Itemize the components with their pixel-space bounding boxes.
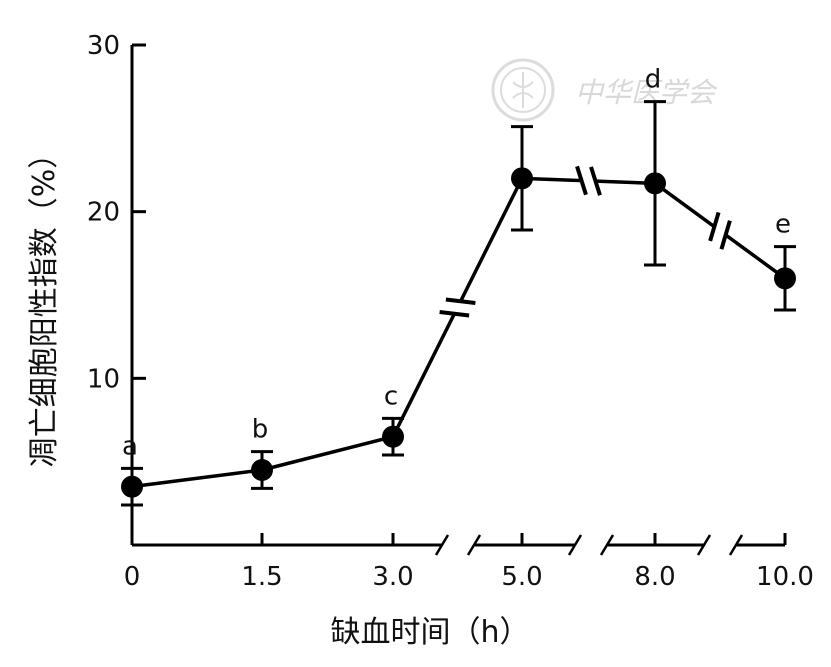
- data-point: [511, 167, 533, 190]
- x-axis-break-mark: [434, 534, 450, 556]
- x-axis-break-mark: [567, 534, 583, 556]
- point-label-c: c: [384, 381, 398, 411]
- series-line: [131, 176, 787, 489]
- y-axis-title: 凋亡细胞阳性指数（%）: [27, 139, 62, 468]
- series-break-mark: [445, 297, 476, 306]
- series-break-mark: [589, 166, 602, 196]
- axes: 10 20 30 0 1.5 3.0 5.0 8.0 10.0: [87, 31, 814, 592]
- data-point: [774, 267, 796, 290]
- plot-area: a b c d e: [121, 65, 796, 507]
- x-tick-label: 5.0: [501, 562, 542, 592]
- x-tick-label: 0: [124, 562, 141, 592]
- series-break-mark: [719, 220, 732, 250]
- medical-association-seal-icon: [491, 58, 555, 122]
- x-axis-break-mark: [696, 534, 712, 556]
- x-axis-break-mark: [599, 534, 615, 556]
- watermark: 中华医学会: [491, 58, 718, 122]
- data-point: [644, 172, 666, 195]
- x-axis-title: 缺血时间（h）: [330, 615, 529, 650]
- x-axis-break-mark: [728, 534, 744, 556]
- x-tick-label: 3.0: [372, 562, 413, 592]
- x-tick-label: 10.0: [756, 562, 814, 592]
- x-axis-break-mark: [466, 534, 482, 556]
- x-tick-label: 8.0: [634, 562, 675, 592]
- series-break-mark: [575, 165, 588, 196]
- x-tick-label: 1.5: [241, 562, 282, 592]
- y-tick-label: 10: [87, 364, 120, 394]
- watermark-text: 中华医学会: [575, 76, 718, 109]
- point-label-a: a: [122, 431, 138, 461]
- data-point: [251, 459, 273, 481]
- series-break-mark: [708, 211, 721, 242]
- point-label-e: e: [775, 210, 791, 240]
- y-tick-label: 20: [87, 198, 120, 228]
- series-break-mark: [439, 309, 470, 318]
- point-label-b: b: [252, 415, 269, 445]
- data-point: [382, 425, 404, 448]
- y-tick-label: 30: [87, 31, 120, 61]
- data-point: [121, 475, 143, 498]
- point-label-d: d: [645, 65, 662, 95]
